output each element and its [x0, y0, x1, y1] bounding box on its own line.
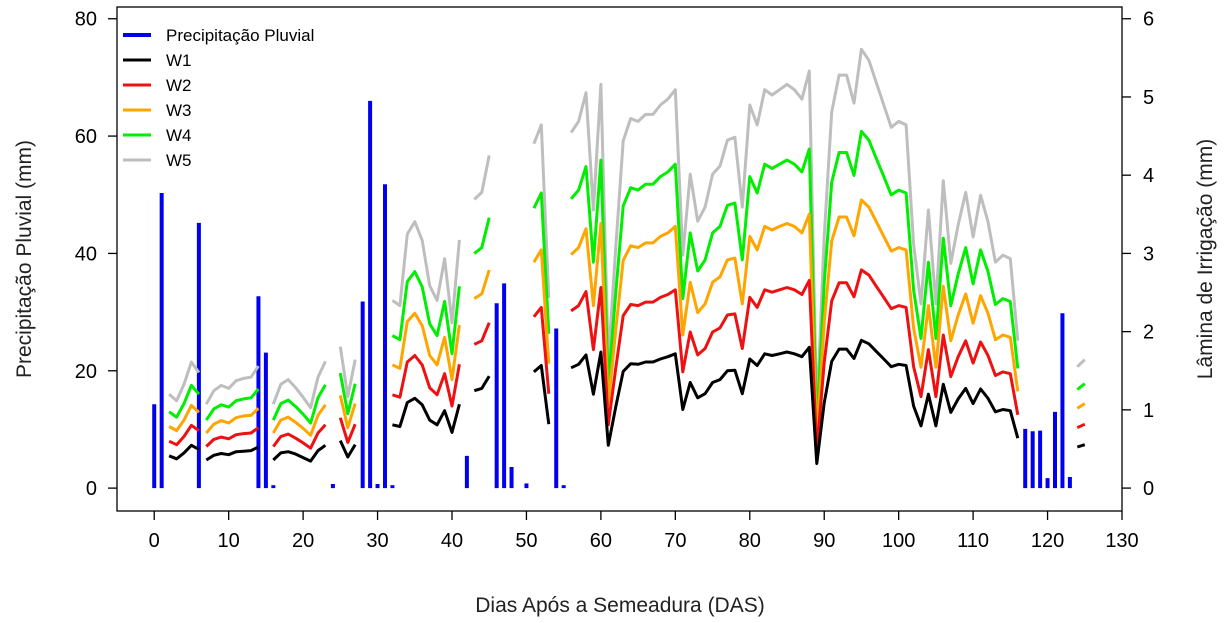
series-line-w4 [391, 270, 461, 356]
irrigation-series [168, 47, 1086, 465]
series-line-w1 [473, 375, 491, 393]
series-line-w2 [205, 426, 260, 448]
series-w1 [168, 338, 1086, 465]
x-tick-label: 70 [664, 530, 686, 552]
y-left-tick-label: 0 [86, 478, 97, 500]
series-line-w2 [168, 423, 200, 447]
series-line-w1 [392, 396, 461, 434]
x-tick-label: 10 [218, 530, 240, 552]
precipitation-bars [152, 100, 1072, 489]
legend-label-precip: Precipitação Pluvial [166, 26, 314, 45]
y-axis-right-title: Lâmina de Irrigação (mm) [1194, 139, 1217, 379]
y-right-tick-label: 0 [1143, 478, 1154, 500]
x-axis: 0 10 20 30 40 50 60 70 80 90 100 110 120 130 [149, 511, 1139, 552]
series-line-w1 [570, 338, 1020, 465]
y-left-tick-label: 40 [75, 243, 97, 265]
legend-label-w1: W1 [166, 51, 192, 70]
x-tick-label: 90 [813, 530, 835, 552]
y-axis-right: 0 1 2 3 4 5 6 [1122, 9, 1154, 500]
x-tick-label: 130 [1105, 530, 1138, 552]
x-tick-label: 0 [149, 530, 160, 552]
series-line-w5 [569, 47, 1020, 417]
x-tick-label: 120 [1031, 530, 1064, 552]
y-right-tick-label: 3 [1143, 243, 1154, 265]
series-line-w2 [1076, 422, 1086, 430]
series-line-w2 [338, 417, 357, 444]
x-tick-label: 50 [515, 530, 537, 552]
series-line-w1 [168, 443, 200, 461]
series-line-w3 [532, 248, 551, 364]
y-left-tick-label: 60 [75, 126, 97, 148]
series-line-w2 [272, 423, 327, 450]
series-w5 [168, 47, 1086, 417]
series-line-w4 [1076, 382, 1086, 391]
series-line-w5 [271, 360, 327, 410]
y-axis-left-title: Precipitação Pluvial (mm) [13, 140, 36, 378]
series-line-w1 [532, 364, 551, 425]
series-line-w4 [569, 129, 1020, 431]
series-line-w1 [1076, 443, 1086, 449]
x-tick-label: 30 [366, 530, 388, 552]
legend: Precipitação Pluvial W1 W2 W3 W4 W5 [123, 26, 314, 170]
y-right-tick-label: 1 [1143, 400, 1154, 422]
series-line-w4 [532, 191, 551, 334]
y-right-tick-label: 2 [1143, 322, 1154, 344]
x-tick-label: 80 [739, 530, 761, 552]
series-line-w3 [272, 403, 327, 437]
y-right-tick-label: 6 [1143, 9, 1154, 31]
series-line-w3 [168, 403, 200, 433]
series-line-w1 [205, 445, 260, 462]
legend-label-w3: W3 [166, 101, 192, 120]
series-line-w3 [391, 311, 461, 382]
series-line-w2 [473, 322, 491, 346]
plot-frame [116, 6, 1123, 512]
series-line-w1 [338, 439, 357, 459]
y-left-tick-label: 80 [75, 9, 97, 31]
series-line-w5 [168, 360, 201, 403]
series-line-w2 [570, 268, 1020, 454]
series-line-w4 [168, 383, 201, 419]
series-line-w4 [338, 372, 357, 416]
y-left-tick-label: 20 [75, 361, 97, 383]
series-w2 [168, 268, 1086, 454]
x-tick-label: 20 [292, 530, 314, 552]
x-tick-label: 60 [590, 530, 612, 552]
series-line-w3 [570, 198, 1020, 442]
series-line-w4 [473, 217, 491, 255]
x-tick-label: 100 [882, 530, 915, 552]
series-line-w4 [271, 384, 327, 425]
y-right-tick-label: 5 [1143, 87, 1154, 109]
series-line-w5 [473, 155, 491, 201]
series-line-w5 [204, 365, 260, 405]
series-line-w5 [338, 346, 357, 399]
series-line-w2 [532, 305, 551, 394]
series-line-w1 [272, 444, 327, 463]
y-right-tick-label: 4 [1143, 165, 1154, 187]
x-axis-title: Dias Após a Semeadura (DAS) [475, 594, 764, 617]
series-line-w3 [1076, 402, 1086, 410]
y-axis-left: 0 20 40 60 80 [75, 9, 117, 500]
x-tick-label: 110 [957, 530, 989, 552]
series-line-w4 [205, 388, 260, 421]
series-line-w3 [205, 407, 260, 434]
series-w4 [168, 129, 1086, 431]
series-line-w2 [391, 354, 461, 408]
series-line-w5 [391, 220, 461, 325]
series-line-w3 [473, 269, 491, 300]
legend-label-w4: W4 [166, 126, 192, 145]
x-tick-label: 40 [441, 530, 463, 552]
series-line-w5 [1076, 358, 1086, 368]
series-line-w5 [532, 123, 551, 299]
series-line-w3 [338, 395, 357, 430]
legend-label-w2: W2 [166, 76, 192, 95]
legend-label-w5: W5 [166, 151, 192, 170]
series-w3 [168, 198, 1086, 442]
